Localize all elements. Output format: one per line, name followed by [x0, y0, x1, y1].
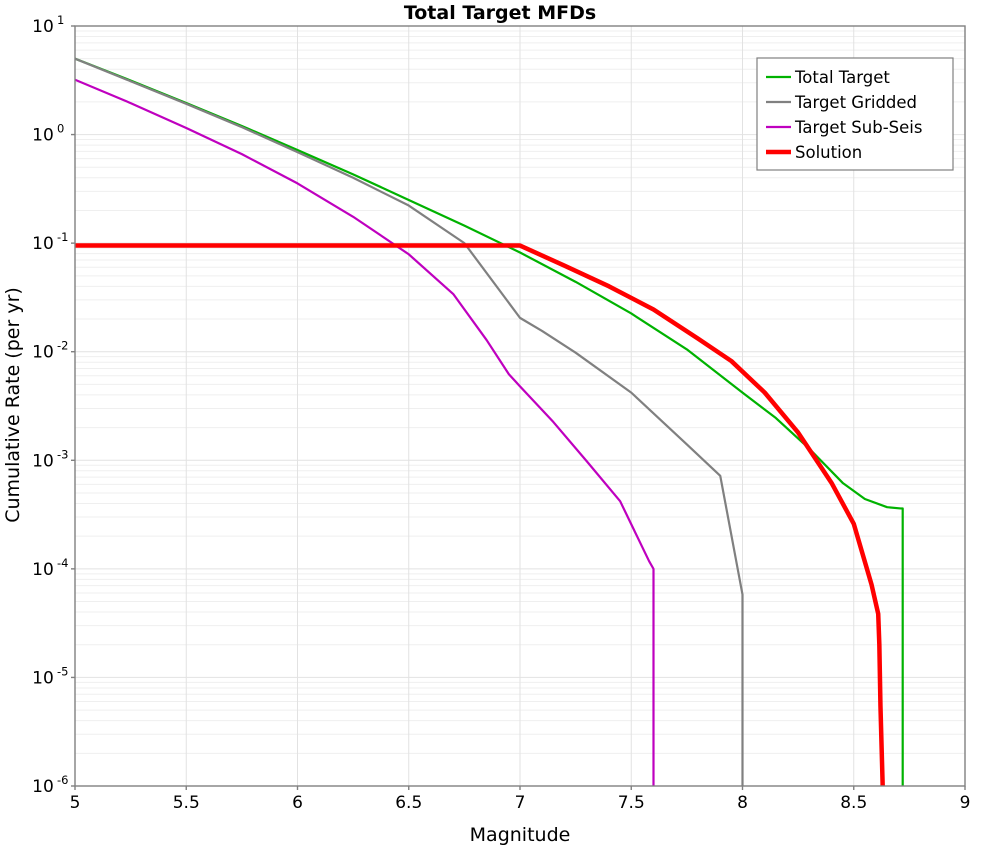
svg-text:10: 10: [32, 451, 54, 471]
y-tick-label: 10 0: [32, 122, 64, 146]
x-axis-label: Magnitude: [470, 824, 571, 846]
svg-text:10: 10: [32, 777, 54, 797]
data-series-group: [75, 57, 904, 786]
x-tick-label: 6.5: [395, 793, 422, 813]
legend-label: Solution: [795, 143, 862, 162]
y-tick-label: 10 -4: [32, 556, 68, 580]
series-line-target-gridded: [75, 57, 744, 786]
y-tick-label: 10 -6: [32, 773, 68, 797]
x-tick-label: 7: [515, 793, 526, 813]
legend-label: Target Sub-Seis: [794, 118, 922, 137]
svg-text:-1: -1: [57, 230, 68, 244]
svg-text:10: 10: [32, 234, 54, 254]
svg-text:10: 10: [32, 17, 54, 37]
x-tick-label: 7.5: [618, 793, 645, 813]
svg-text:-3: -3: [57, 447, 68, 461]
series-line-target-sub-seis: [75, 78, 655, 786]
legend-label: Target Gridded: [794, 93, 917, 112]
svg-text:-2: -2: [57, 339, 68, 353]
svg-text:10: 10: [32, 668, 54, 688]
y-axis-label: Cumulative Rate (per yr): [2, 287, 24, 523]
x-tick-label: 9: [960, 793, 971, 813]
x-tick-label: 8.5: [840, 793, 867, 813]
x-tick-label: 5.5: [173, 793, 200, 813]
svg-text:10: 10: [32, 126, 54, 146]
svg-text:-6: -6: [57, 773, 68, 787]
x-tick-labels: 5 5.5 6 6.5 7 7.5 8 8.5 9: [70, 786, 971, 813]
svg-text:0: 0: [57, 122, 64, 136]
major-gridlines: [74, 25, 966, 787]
svg-text:-4: -4: [57, 556, 68, 570]
y-tick-label: 10 -1: [32, 230, 68, 254]
svg-text:10: 10: [32, 560, 54, 580]
y-tick-label: 10 -5: [32, 664, 68, 688]
chart-legend[interactable]: Total Target Target Gridded Target Sub-Sei…: [756, 57, 954, 171]
svg-text:-5: -5: [57, 664, 68, 678]
x-tick-label: 8: [737, 793, 748, 813]
chart-title: Total Target MFDs: [404, 2, 596, 24]
svg-text:1: 1: [57, 13, 64, 27]
y-tick-label: 10 1: [32, 13, 64, 37]
svg-text:10: 10: [32, 343, 54, 363]
x-tick-label: 6: [292, 793, 303, 813]
y-tick-label: 10 -3: [32, 447, 68, 471]
series-line-solution: [75, 243, 885, 786]
legend-label: Total Target: [794, 68, 890, 87]
x-tick-label: 5: [70, 793, 81, 813]
plot-area: [75, 57, 904, 786]
y-tick-label: 10 -2: [32, 339, 68, 363]
series-line-total-target: [75, 57, 904, 786]
